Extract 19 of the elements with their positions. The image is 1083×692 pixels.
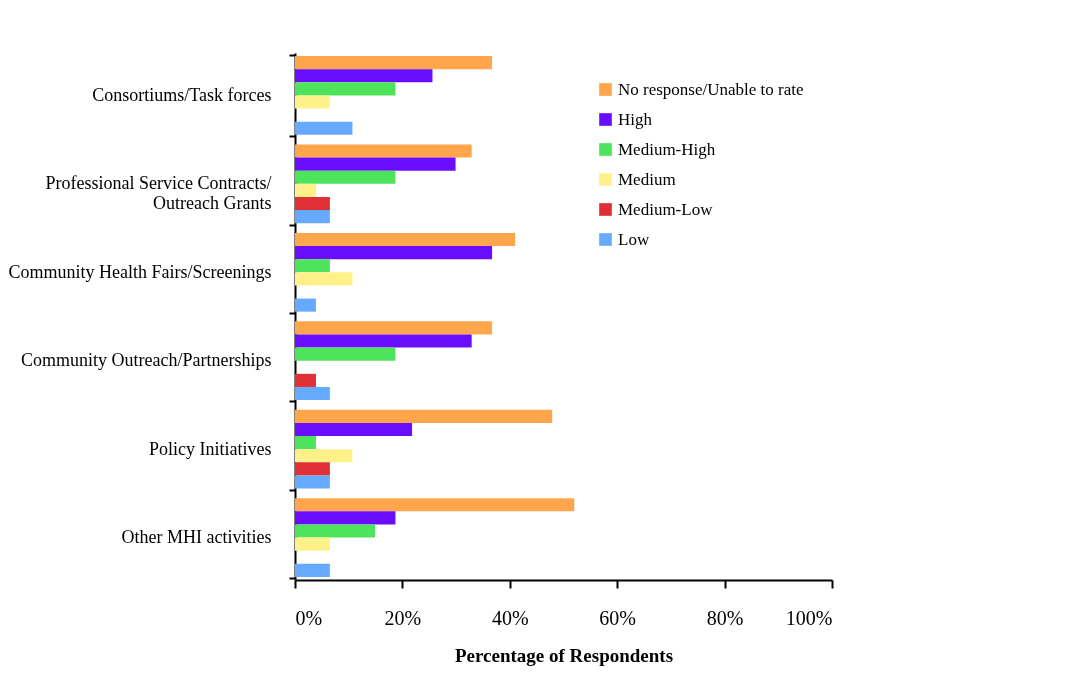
y-tick-label: Community Health Fairs/Screenings: [8, 261, 272, 282]
y-tick-label: Policy Initiatives: [149, 438, 272, 459]
legend-label: Low: [618, 229, 650, 249]
y-tick-label: Community Outreach/Partnerships: [21, 350, 272, 371]
y-tick-label: Professional Service Contracts/ Outreach Grants: [45, 173, 272, 214]
x-tick-label: 20%: [384, 606, 422, 629]
y-tick-label: Other MHI activities: [121, 527, 272, 548]
legend-label: Medium-High: [618, 139, 716, 159]
legend-label: Medium-Low: [618, 199, 714, 219]
x-tick-label: 60%: [599, 606, 637, 629]
x-tick-label: 100%: [785, 606, 833, 629]
y-tick-label: Consortiums/Task forces: [92, 84, 272, 105]
x-tick-label: 0%: [295, 606, 323, 629]
x-axis-title: Percentage of Respondents: [454, 644, 674, 666]
x-tick-label: 40%: [491, 606, 529, 629]
x-tick-label: 80%: [706, 606, 744, 629]
legend-label: Medium: [618, 169, 676, 189]
legend-label: No response/Unable to rate: [618, 79, 804, 99]
legend-label: High: [618, 109, 653, 129]
